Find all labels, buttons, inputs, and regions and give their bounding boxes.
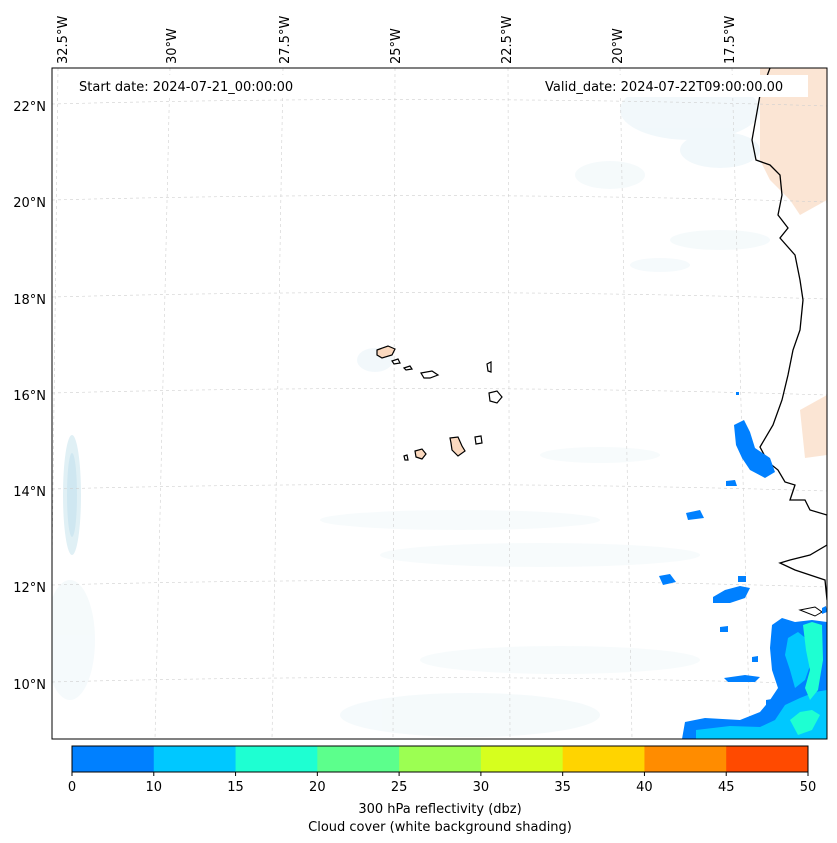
map-area <box>52 68 827 739</box>
land-warm-shading <box>760 68 827 458</box>
colorbar-swatch <box>72 746 155 772</box>
colorbar-swatch <box>644 746 727 772</box>
colorbar-tick-label: 20 <box>309 780 326 795</box>
graticule <box>52 68 827 739</box>
map-frame <box>51 67 828 740</box>
start-date-label: Start date: 2024-07-21_00:00:00 <box>79 80 293 95</box>
lon-label: 20°W <box>611 28 626 64</box>
colorbar-label: 300 hPa reflectivity (dbz) <box>358 802 521 817</box>
start-date-box: Start date: 2024-07-21_00:00:00 <box>72 75 316 97</box>
lon-label: 30°W <box>165 28 180 64</box>
map-content <box>52 68 827 739</box>
colorbar-frame <box>71 745 809 773</box>
lat-label: 14°N <box>13 485 46 500</box>
colorbar-swatch <box>317 746 400 772</box>
lon-label: 32.5°W <box>56 16 71 64</box>
lat-label: 18°N <box>13 293 46 308</box>
latitude-labels: 22°N 20°N 18°N 16°N 14°N 12°N 10°N <box>13 100 46 693</box>
colorbar-swatch <box>562 746 645 772</box>
cape-verde-islands <box>376 345 503 461</box>
colorbar-tick-label: 10 <box>146 780 163 795</box>
colorbar-tick-label: 40 <box>636 780 653 795</box>
valid-date-box: Valid_date: 2024-07-22T09:00:00.00 <box>540 75 808 97</box>
lat-label: 12°N <box>13 581 46 596</box>
longitude-labels: 32.5°W 30°W 27.5°W 25°W 22.5°W 20°W 17.5… <box>56 16 738 64</box>
colorbar-tick-label: 25 <box>391 780 408 795</box>
lat-label: 22°N <box>13 100 46 115</box>
colorbar-tick-label: 0 <box>68 780 76 795</box>
colorbar: 0 10 15 20 25 30 35 40 45 50 300 hPa reflectivity… <box>68 745 816 835</box>
colorbar-tick-label: 30 <box>473 780 490 795</box>
lat-label: 20°N <box>13 196 46 211</box>
colorbar-swatch <box>153 746 237 772</box>
colorbar-sublabel: Cloud cover (white background shading) <box>308 820 572 835</box>
lat-label: 10°N <box>13 678 46 693</box>
colorbar-swatch <box>399 746 482 772</box>
colorbar-swatch <box>480 746 564 772</box>
colorbar-tick-label: 35 <box>554 780 571 795</box>
cloud-cover-shading <box>52 80 770 737</box>
colorbar-tick-label: 45 <box>718 780 735 795</box>
lon-label: 22.5°W <box>500 16 515 64</box>
lon-label: 25°W <box>389 28 404 64</box>
colorbar-swatches <box>72 746 809 772</box>
valid-date-label: Valid_date: 2024-07-22T09:00:00.00 <box>545 80 783 95</box>
colorbar-ticks: 0 10 15 20 25 30 35 40 45 50 <box>68 772 816 795</box>
colorbar-tick-label: 50 <box>800 780 817 795</box>
reflectivity-blobs-high <box>790 622 823 735</box>
colorbar-tick-label: 15 <box>227 780 244 795</box>
africa-coastline <box>751 68 827 601</box>
lat-label: 16°N <box>13 389 46 404</box>
lon-label: 17.5°W <box>723 16 738 64</box>
colorbar-swatch <box>235 746 318 772</box>
colorbar-swatch <box>726 746 809 772</box>
lon-label: 27.5°W <box>278 16 293 64</box>
